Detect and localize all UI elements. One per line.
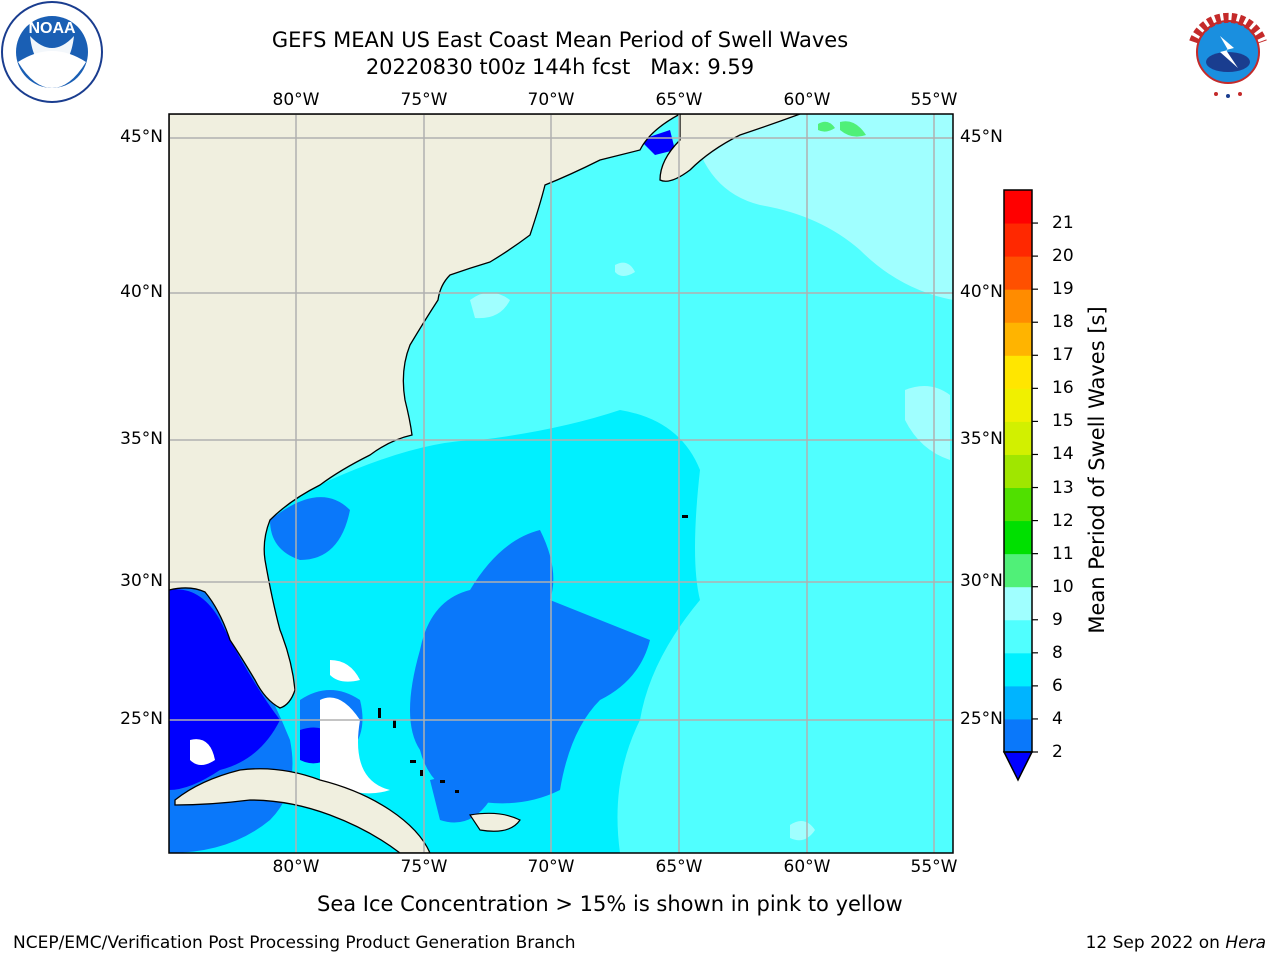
lon-label-bottom-65w: 65°W <box>655 857 703 877</box>
lat-label-right-35n: 35°N <box>960 429 1003 449</box>
lat-label-right-30n: 30°N <box>960 571 1003 591</box>
colorbar-swatch-9 <box>1004 586 1032 621</box>
lat-label-right-40n: 40°N <box>960 282 1003 302</box>
lon-label-top-65w: 65°W <box>655 90 703 110</box>
footer-left: NCEP/EMC/Verification Post Processing Pr… <box>13 933 576 953</box>
colorbar-tick-label-20: 20 <box>1052 246 1074 267</box>
lon-label-bottom-70w: 70°W <box>527 857 575 877</box>
colorbar-swatch-8 <box>1004 619 1032 654</box>
footer-right: 12 Sep 2022 on Hera <box>1086 932 1266 954</box>
colorbar-swatch-6 <box>1004 652 1032 687</box>
colorbar-tick-label-16: 16 <box>1052 378 1074 399</box>
colorbar-swatch-16 <box>1004 355 1032 389</box>
land-maritimes <box>659 114 801 182</box>
colorbar-swatch-10 <box>1004 553 1032 588</box>
colorbar-tick-label-8: 8 <box>1052 642 1063 663</box>
colorbar-swatch-19 <box>1004 256 1032 290</box>
colorbar-tick-label-14: 14 <box>1052 444 1074 465</box>
colorbar-swatch-21 <box>1004 190 1032 224</box>
nws-logo-icon <box>1181 5 1275 99</box>
lon-label-bottom-60w: 60°W <box>783 857 831 877</box>
map-frame <box>168 113 954 854</box>
colorbar-label-text: Mean Period of Swell Waves [s] <box>1085 306 1109 634</box>
colorbar-tick-label-6: 6 <box>1052 675 1063 696</box>
no-data-region <box>320 697 390 794</box>
colorbar-swatch-17 <box>1004 322 1032 356</box>
lon-label-bottom-55w: 55°W <box>910 857 958 877</box>
map-field <box>169 114 953 853</box>
lon-label-top-60w: 60°W <box>783 90 831 110</box>
bahamas-islands <box>378 515 688 793</box>
lat-label-left-30n: 30°N <box>120 571 163 591</box>
colorbar-tick-label-19: 19 <box>1052 279 1074 300</box>
caption: Sea Ice Concentration > 15% is shown in … <box>317 892 903 916</box>
colorbar-tick-label-11: 11 <box>1052 543 1074 564</box>
lat-label-right-25n: 25°N <box>960 709 1003 729</box>
colorbar-tick-label-12: 12 <box>1052 510 1074 531</box>
footer-host: Hera <box>1225 933 1266 953</box>
colorbar-frame <box>1003 189 1033 753</box>
noaa-logo-icon: NOAA <box>1 1 103 103</box>
land-hispaniola <box>468 812 521 832</box>
swell-2-4-region <box>410 530 650 804</box>
lon-label-bottom-80w: 80°W <box>272 857 320 877</box>
lon-label-top-80w: 80°W <box>272 90 320 110</box>
lat-label-left-40n: 40°N <box>120 282 163 302</box>
lat-label-left-25n: 25°N <box>120 709 163 729</box>
noaa-logo-text: NOAA <box>28 20 76 37</box>
gridlines <box>169 114 953 853</box>
colorbar-swatch-14 <box>1004 421 1032 455</box>
colorbar-tick-label-4: 4 <box>1052 708 1063 729</box>
colorbar-tick-label-17: 17 <box>1052 345 1074 366</box>
colorbar-tick-label-21: 21 <box>1052 213 1074 234</box>
colorbar-tick-label-15: 15 <box>1052 411 1074 432</box>
lon-label-top-55w: 55°W <box>910 90 958 110</box>
colorbar-tick-label-18: 18 <box>1052 312 1074 333</box>
footer-date: 12 Sep 2022 on <box>1085 933 1226 953</box>
colorbar-tick-label-9: 9 <box>1052 609 1063 630</box>
colorbar-tick-label-2: 2 <box>1052 742 1063 762</box>
colorbar-swatch-15 <box>1004 388 1032 422</box>
land-cuba <box>174 768 431 853</box>
lon-label-top-70w: 70°W <box>527 90 575 110</box>
chart-subtitle: 20220830 t00z 144h fcst Max: 9.59 <box>365 55 755 79</box>
colorbar-swatch-13 <box>1004 454 1032 489</box>
lon-label-bottom-75w: 75°W <box>400 857 448 877</box>
colorbar-under-arrow <box>1002 751 1034 782</box>
colorbar-tick-label-10: 10 <box>1052 576 1074 597</box>
colorbar-swatch-4 <box>1004 685 1032 720</box>
lat-label-left-45n: 45°N <box>120 127 163 147</box>
lat-label-right-45n: 45°N <box>960 127 1003 147</box>
colorbar-tick-label-13: 13 <box>1052 477 1074 498</box>
colorbar-swatch-12 <box>1004 487 1032 522</box>
colorbar-swatch-20 <box>1004 223 1032 257</box>
lat-label-left-35n: 35°N <box>120 429 163 449</box>
colorbar-swatch-11 <box>1004 520 1032 555</box>
colorbar-swatch-18 <box>1004 289 1032 323</box>
colorbar-swatch-2 <box>1004 718 1032 753</box>
colorbar <box>1002 189 1038 782</box>
chart-title: GEFS MEAN US East Coast Mean Period of S… <box>271 28 849 52</box>
lon-label-top-75w: 75°W <box>400 90 448 110</box>
swell-9-10-region <box>840 121 866 137</box>
swell-8-9-region <box>690 114 953 300</box>
